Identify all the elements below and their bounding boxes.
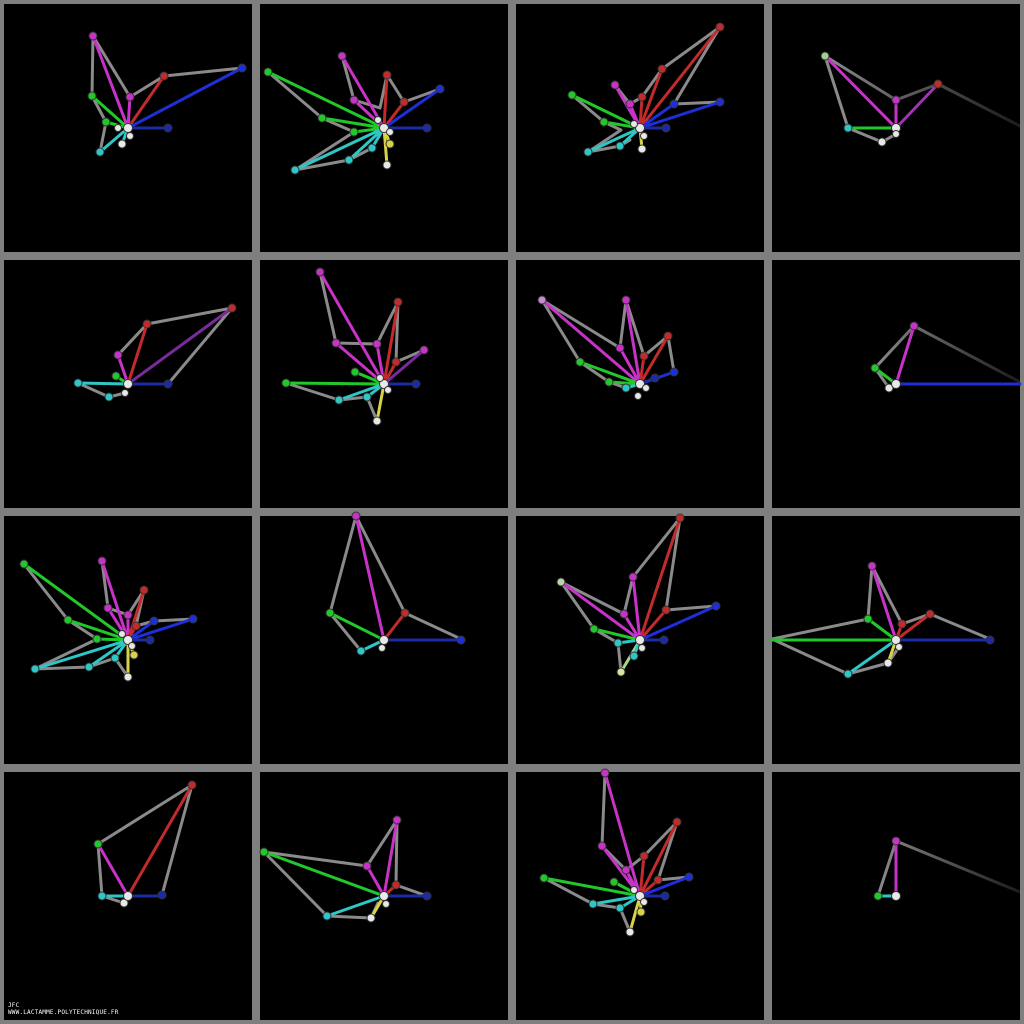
- star-figure-2: [263, 51, 445, 175]
- star-figure-1: [87, 31, 247, 157]
- star-figure-15: [539, 768, 694, 937]
- star-figure-8: [870, 321, 1022, 393]
- star-figure-6: [281, 267, 429, 426]
- star-figure-3: [567, 22, 725, 157]
- star-figure-9: [19, 556, 198, 682]
- star-figure-5: [73, 303, 237, 402]
- star-figure-16: [873, 836, 1022, 901]
- star-figure-10: [325, 511, 466, 656]
- credit-initials: JFC: [8, 1002, 20, 1009]
- credit-text: JFC WWW.LACTAMME.POLYTECHNIQUE.FR: [8, 1002, 119, 1016]
- star-figure-11: [556, 513, 721, 677]
- star-figure-13: [93, 780, 197, 908]
- credit-url: WWW.LACTAMME.POLYTECHNIQUE.FR: [8, 1009, 119, 1016]
- panel-backgrounds: [4, 4, 1020, 1020]
- star-figure-7: [537, 295, 679, 400]
- star-figure-12: [770, 561, 995, 679]
- star-figure-4: [820, 51, 1022, 147]
- star-figure-14: [259, 815, 432, 923]
